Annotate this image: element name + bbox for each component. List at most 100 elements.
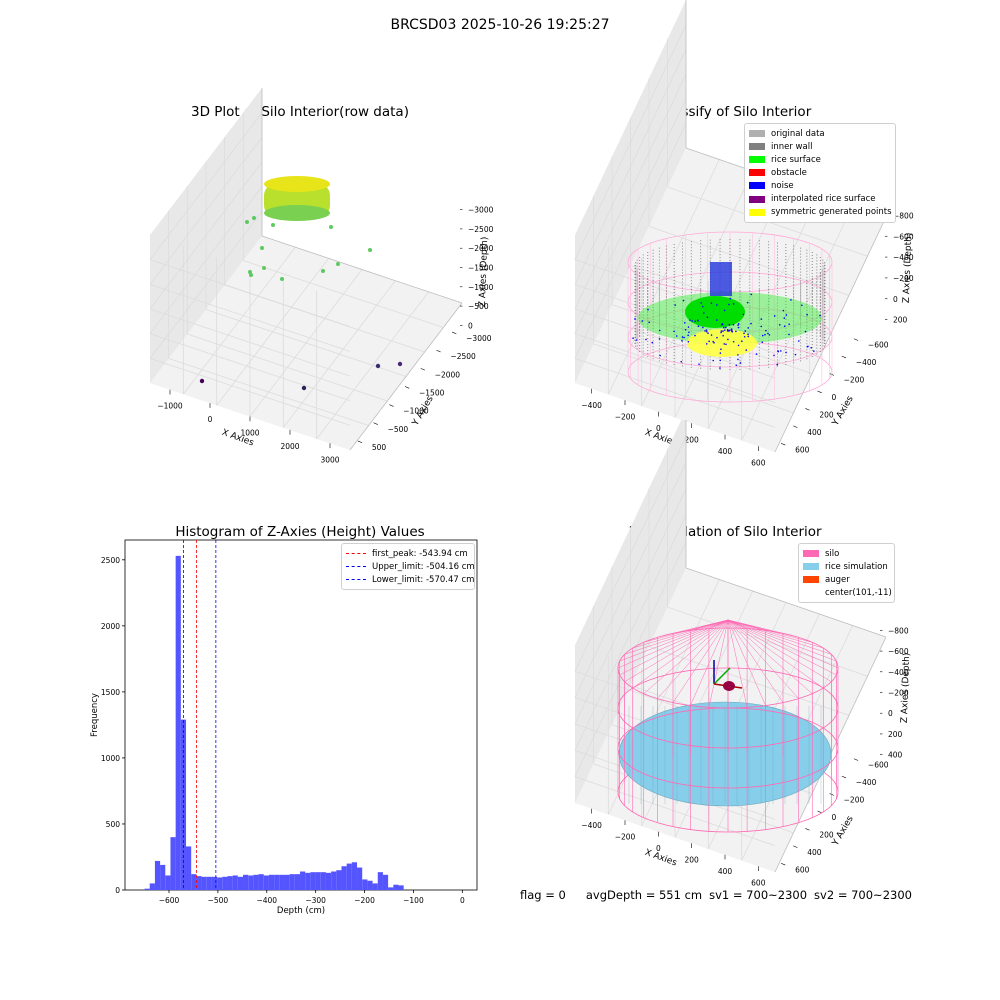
legend-item: obstacle bbox=[749, 166, 889, 179]
p2-noise-point bbox=[705, 343, 708, 345]
histogram-bar bbox=[331, 871, 337, 890]
p2-x-tick-label: 0 bbox=[656, 424, 661, 433]
p1-scatter-point bbox=[368, 248, 372, 252]
histogram-xtick-label: −300 bbox=[305, 896, 326, 905]
p4-y-tick bbox=[805, 828, 810, 831]
p2-noise-point bbox=[674, 304, 677, 306]
legend-item: rice simulation bbox=[803, 560, 888, 573]
p4-silo-roof bbox=[619, 619, 729, 662]
histogram-legend: first_peak: -543.94 cm Upper_limit: -504.… bbox=[341, 543, 475, 591]
panel4-3d-plot: −400 −200 0 200 400 600 600 400 200 0 −200 −400 −600… bbox=[574, 420, 912, 887]
p4-gridline bbox=[667, 606, 868, 677]
p1-y-tick bbox=[436, 349, 441, 353]
legend-swatch bbox=[749, 195, 765, 203]
p2-noise-point bbox=[715, 319, 718, 321]
p2-noise-point bbox=[782, 309, 785, 312]
legend-label: Upper_limit: -504.16 cm bbox=[372, 561, 475, 572]
p2-noise-point bbox=[680, 360, 683, 363]
p1-x-tick-label: 0 bbox=[208, 415, 213, 424]
p4-silo-roof bbox=[727, 619, 748, 708]
p2-axis-edge bbox=[774, 216, 887, 453]
p2-noise-point bbox=[735, 330, 737, 333]
legend-item: inner wall bbox=[749, 140, 889, 153]
p2-noise-point bbox=[698, 363, 700, 365]
p2-noise-point bbox=[694, 334, 696, 337]
p2-noise-point bbox=[739, 362, 742, 364]
legend-label: first_peak: -543.94 cm bbox=[372, 548, 468, 559]
p2-noise-point bbox=[737, 326, 740, 329]
legend-label: original data bbox=[771, 128, 825, 139]
legend-swatch bbox=[803, 550, 819, 558]
p2-noise-point bbox=[721, 323, 724, 325]
p2-noise-point bbox=[731, 329, 733, 332]
p1-x-tick-label: 1000 bbox=[240, 429, 259, 438]
p1-axis-edge bbox=[261, 235, 463, 304]
p2-noise-point bbox=[706, 316, 709, 319]
p2-noise-point bbox=[776, 363, 779, 366]
p2-noise-point bbox=[745, 349, 748, 351]
p2-noise-point bbox=[697, 325, 700, 327]
legend-item: noise bbox=[749, 179, 889, 192]
p2-noise-point bbox=[783, 325, 786, 328]
p1-y-tick-label: −2500 bbox=[450, 352, 476, 361]
p2-noise-point bbox=[726, 330, 729, 332]
histogram-bar bbox=[382, 874, 389, 890]
p4-silo-roof bbox=[708, 619, 729, 708]
p2-y-tick bbox=[817, 390, 822, 394]
p2-x-tick-label: 200 bbox=[685, 435, 700, 444]
p2-noise-point bbox=[804, 330, 807, 333]
avg-depth-text: avgDepth = 551 cm bbox=[585, 888, 703, 902]
histogram-bar bbox=[253, 874, 259, 890]
p2-noise-point bbox=[742, 313, 745, 316]
legend-item: interpolated rice surface bbox=[749, 192, 889, 205]
p4-silo-roof bbox=[727, 619, 837, 662]
legend-item: symmetric generated points bbox=[749, 206, 892, 219]
p4-y-tick bbox=[853, 758, 859, 761]
p2-y-tick-label: 0 bbox=[832, 393, 837, 402]
p1-axis-edge bbox=[349, 302, 463, 451]
histogram-bar bbox=[196, 876, 202, 890]
p4-silo-roof bbox=[632, 619, 729, 649]
histogram-bar bbox=[357, 867, 363, 890]
p2-noise-point bbox=[687, 340, 690, 343]
p2-noise-point bbox=[732, 323, 735, 326]
p2-noise-point bbox=[681, 336, 684, 338]
histogram-bar bbox=[294, 874, 301, 890]
legend-item: Lower_limit: -570.47 cm bbox=[346, 573, 474, 586]
p4-silo-roof bbox=[727, 619, 824, 689]
histogram-ytick-label: 2500 bbox=[101, 556, 120, 565]
histogram-bar bbox=[325, 872, 332, 890]
legend-item: first_peak: -543.94 cm bbox=[346, 547, 468, 560]
p4-x-tick-label: 600 bbox=[751, 878, 766, 887]
p4-y-tick bbox=[780, 863, 786, 866]
histogram-bar bbox=[201, 876, 207, 890]
p2-noise-point bbox=[788, 323, 790, 325]
p1-z-tick-label: −3000 bbox=[468, 206, 494, 215]
p4-y-tick-label: 0 bbox=[832, 813, 837, 822]
p2-noise-point bbox=[737, 344, 740, 347]
p2-z-tick-label: −400 bbox=[893, 253, 914, 262]
histogram-bar bbox=[393, 884, 399, 890]
p2-noise-point bbox=[697, 319, 699, 322]
p2-noise-point bbox=[744, 330, 747, 332]
p2-noise-point bbox=[743, 335, 746, 338]
p1-y-tick-label: 500 bbox=[372, 443, 387, 452]
p2-noise-point bbox=[728, 303, 730, 306]
p2-noise-point bbox=[689, 319, 691, 321]
p2-noise-point bbox=[705, 330, 708, 333]
p1-gridline bbox=[149, 259, 351, 328]
p2-noise-point bbox=[732, 303, 735, 305]
p4-y-tick-label: 600 bbox=[795, 865, 810, 874]
legend-item: original data bbox=[749, 127, 889, 140]
histogram-bar bbox=[237, 876, 244, 890]
p4-xlabel: X Axies bbox=[643, 848, 678, 869]
p2-noise-point bbox=[713, 341, 715, 344]
p2-noise-point bbox=[719, 352, 722, 354]
p2-noise-point bbox=[658, 338, 661, 340]
p1-scatter-point bbox=[329, 225, 333, 229]
p2-x-tick-label: 400 bbox=[718, 447, 733, 456]
p1-y-tick-label: −500 bbox=[388, 425, 409, 434]
p2-noise-point bbox=[777, 350, 779, 352]
p2-noise-point bbox=[641, 320, 644, 322]
p4-z-tick-label: −800 bbox=[888, 626, 909, 635]
